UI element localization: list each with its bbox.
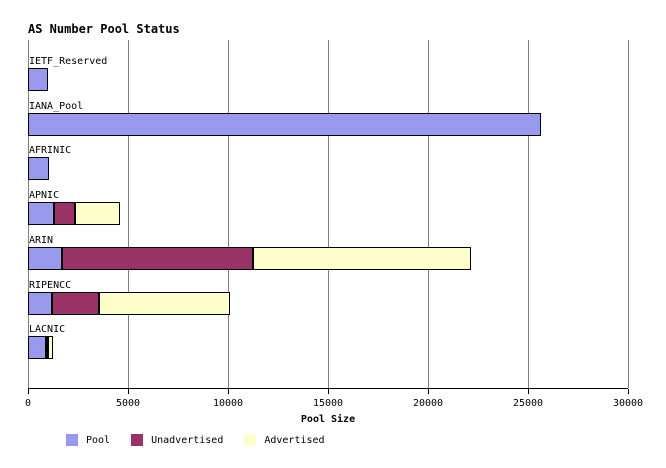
stacked-bar (28, 336, 628, 360)
category-row-afrinic: AFRINIC (28, 144, 628, 181)
bar-segment-advertised (75, 202, 120, 226)
bar-segment-pool (28, 291, 52, 315)
bar-segment-unadvertised (46, 336, 48, 360)
category-row-apnic: APNIC (28, 189, 628, 226)
category-label: LACNIC (29, 324, 66, 336)
tick-mark-0 (28, 389, 29, 394)
bar-segment-advertised (253, 246, 471, 270)
category-label: ARIN (29, 234, 54, 246)
bar-segment-advertised (48, 336, 53, 360)
chart-title: AS Number Pool Status (28, 22, 180, 36)
tick-mark-10000 (228, 389, 229, 394)
bar-segment-unadvertised (62, 246, 253, 270)
stacked-bar (28, 68, 628, 91)
legend-label-advertised: Advertised (264, 434, 325, 446)
tick-mark-25000 (528, 389, 529, 394)
category-row-lacnic: LACNIC (28, 323, 628, 360)
unadvertised-swatch-icon (131, 434, 144, 446)
category-row-iana_pool: IANA_Pool (28, 100, 628, 136)
category-label: AFRINIC (29, 145, 72, 157)
tick-label-0: 0 (24, 398, 32, 409)
stacked-bar (28, 157, 628, 181)
legend-label-pool: Pool (86, 434, 111, 446)
bar-segment-pool (28, 336, 46, 360)
tick-label-5000: 5000 (115, 398, 141, 409)
stacked-bar (28, 202, 628, 226)
advertised-swatch-icon (244, 434, 257, 446)
bar-segment-advertised (99, 291, 230, 315)
tick-label-20000: 20000 (412, 398, 444, 409)
bar-segment-unadvertised (54, 202, 75, 226)
category-row-arin: ARIN (28, 234, 628, 270)
tick-label-30000: 30000 (612, 398, 644, 409)
plot-area: IETF_Reserved IANA_Pool AFRINIC APNIC ARIN RI… (28, 40, 629, 389)
category-label: RIPENCC (29, 279, 72, 291)
category-label: APNIC (29, 190, 60, 202)
tick-label-25000: 25000 (512, 398, 544, 409)
tick-mark-5000 (128, 389, 129, 394)
gridline-30000 (628, 40, 629, 388)
bar-segment-pool (28, 202, 54, 226)
category-label: IETF_Reserved (29, 56, 108, 67)
category-label: IANA_Pool (29, 100, 84, 112)
pool-swatch-icon (66, 434, 78, 446)
bar-segment-pool (28, 246, 62, 270)
gridline-10000 (228, 40, 229, 388)
bar-segment-unadvertised (52, 291, 99, 315)
bar-segment-pool (28, 68, 48, 91)
stacked-bar (28, 291, 628, 315)
legend-entry-pool: Pool (66, 434, 110, 446)
category-row-ietf_reserved: IETF_Reserved (28, 55, 628, 91)
category-row-ripencc: RIPENCC (28, 279, 628, 315)
legend-entry-unadvertised: Unadvertised (131, 434, 223, 446)
bar-segment-pool (28, 157, 49, 181)
tick-mark-15000 (328, 389, 329, 394)
legend-entry-advertised: Advertised (244, 434, 325, 446)
gridline-15000 (328, 40, 329, 388)
gridline-20000 (428, 40, 429, 388)
gridline-5000 (128, 40, 129, 388)
x-axis-label: Pool Size (300, 414, 356, 425)
bar-segment-pool (28, 112, 541, 136)
gridline-25000 (528, 40, 529, 388)
legend-label-unadvertised: Unadvertised (151, 434, 224, 446)
legend: Pool Unadvertised Advertised (66, 434, 325, 446)
stacked-bar (28, 112, 628, 136)
tick-mark-20000 (428, 389, 429, 394)
tick-label-15000: 15000 (312, 398, 344, 409)
tick-label-10000: 10000 (212, 398, 244, 409)
stacked-bar (28, 246, 628, 270)
tick-mark-30000 (628, 389, 629, 394)
